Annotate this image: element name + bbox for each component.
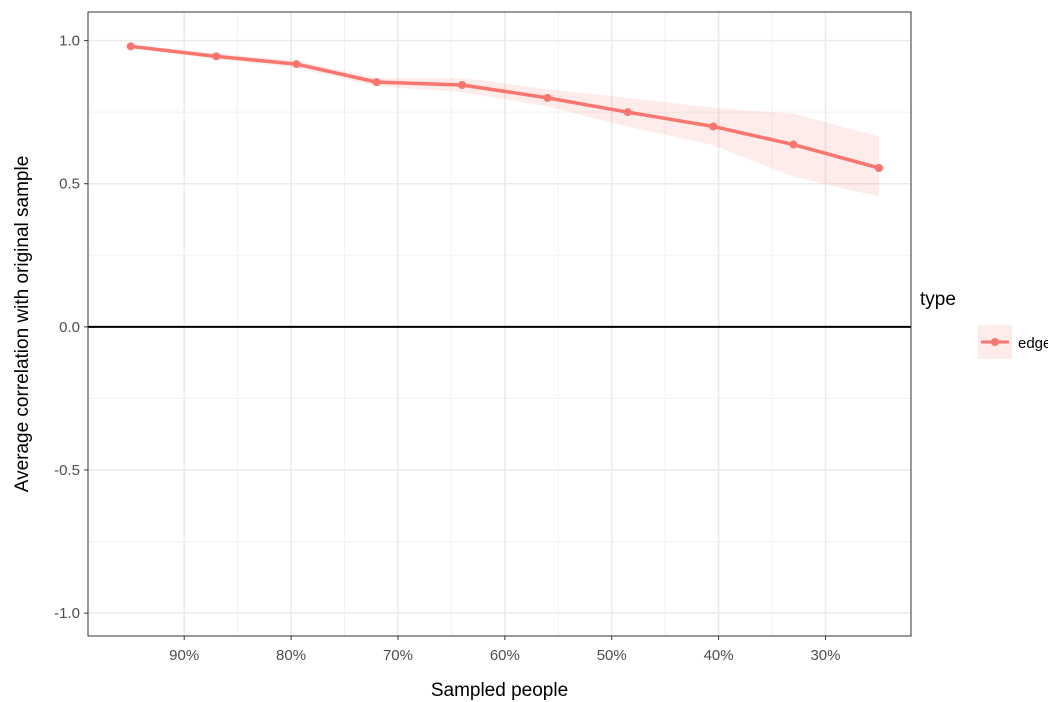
panel-background — [88, 12, 911, 636]
x-tick-label: 40% — [704, 647, 734, 664]
x-axis: 90% 80% 70% 60% 50% 40% 30% — [169, 636, 841, 664]
legend: type edge — [920, 289, 1048, 359]
data-point — [789, 140, 798, 149]
confidence-band-layer — [130, 44, 879, 197]
series-lines — [129, 44, 881, 170]
x-axis-title: Sampled people — [431, 680, 568, 701]
series-line-edge — [129, 44, 881, 170]
data-point — [543, 93, 552, 102]
series-points — [126, 42, 883, 172]
panel-border — [87, 11, 912, 637]
y-tick-label: 1.0 — [59, 33, 80, 50]
y-axis: 1.0 0.5 0.0 -0.5 -1.0 — [54, 33, 88, 622]
y-tick-label: -0.5 — [54, 462, 80, 479]
data-point — [709, 122, 718, 131]
legend-label-edge: edge — [1018, 335, 1048, 352]
x-tick-label: 30% — [810, 647, 840, 664]
x-tick-label: 90% — [169, 647, 199, 664]
confidence-band-edge — [130, 44, 879, 197]
data-point — [292, 60, 301, 69]
data-point — [126, 42, 135, 51]
y-tick-label: -1.0 — [54, 605, 80, 622]
data-point — [372, 78, 381, 87]
data-point — [874, 164, 883, 172]
legend-title: type — [920, 289, 956, 310]
y-tick-label: 0.0 — [59, 319, 80, 336]
x-tick-label: 50% — [597, 647, 627, 664]
x-tick-label: 60% — [490, 647, 520, 664]
y-tick-label: 0.5 — [59, 176, 80, 193]
data-point — [212, 52, 221, 61]
data-point — [623, 108, 632, 117]
x-tick-label: 80% — [276, 647, 306, 664]
y-axis-title: Average correlation with original sample — [12, 156, 33, 493]
data-point — [458, 80, 467, 89]
legend-key-point — [991, 338, 999, 346]
x-tick-label: 70% — [383, 647, 413, 664]
